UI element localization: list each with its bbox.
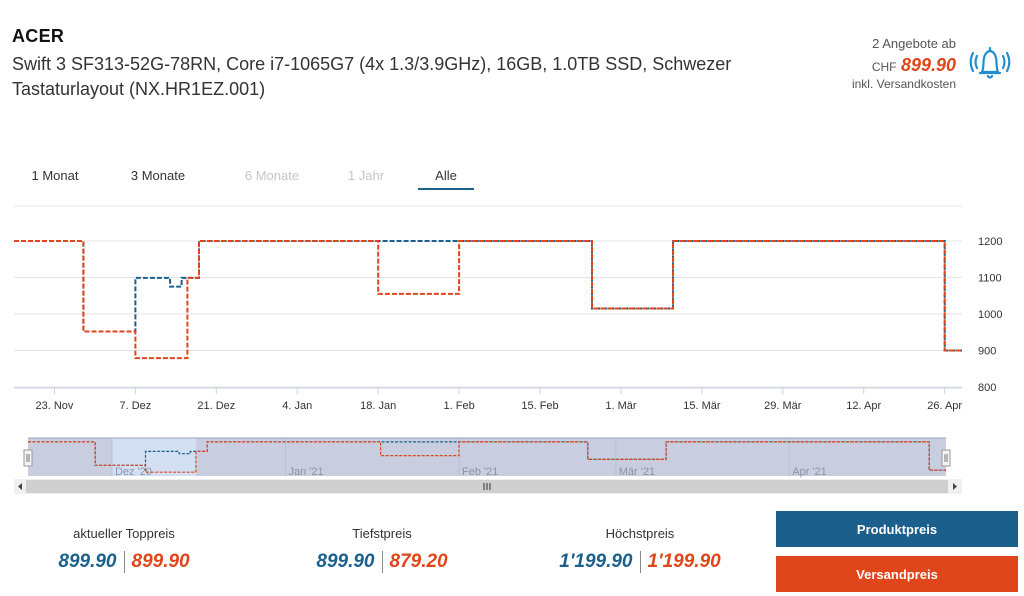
offer-price-line[interactable]: CHF 899.90 [852, 55, 956, 76]
stat-label: Höchstpreis [605, 526, 675, 541]
price-history-chart[interactable]: 800 900 1000 1100 1200 23. Nov 7. Dez 21. Dez 4.… [0, 200, 1024, 500]
navigator-handle-right[interactable] [941, 449, 951, 467]
handle-body [23, 449, 33, 467]
y-tick-label: 1000 [978, 309, 1002, 321]
stat-current-top-price: aktueller Toppreis 899.90 899.90 [4, 526, 244, 573]
stat-product-value: 899.90 [58, 551, 117, 573]
navigator-highlight [111, 438, 196, 476]
x-tick-label: 7. Dez [119, 400, 151, 412]
stat-divider [381, 551, 383, 573]
scroll-right-arrow-icon [953, 483, 957, 490]
product-title: Swift 3 SF313-52G-78RN, Core i7-1065G7 (… [12, 54, 732, 99]
tab-6-monate: 6 Monate [244, 168, 300, 183]
x-tick-label: 1. Feb [444, 400, 475, 412]
bell-alert-icon[interactable] [966, 40, 1014, 88]
stat-label: Tiefstpreis [352, 526, 412, 541]
navigator-tick-label: Apr '21 [792, 466, 827, 478]
stat-product-value: 899.90 [316, 551, 375, 573]
tab-1-jahr: 1 Jahr [347, 168, 385, 183]
stat-lowest-price: Tiefstpreis 899.90 879.20 [262, 526, 502, 573]
offer-currency: CHF [871, 60, 897, 74]
x-tick-label: 12. Apr [846, 400, 881, 412]
y-tick-label: 1100 [978, 273, 1002, 285]
navigator-tick-label: Jan '21 [288, 466, 323, 478]
x-tick-label: 18. Jan [360, 400, 396, 412]
series-line-versandpreis-navigator [28, 441, 946, 473]
x-tick-label: 1. Mär [605, 400, 637, 412]
tab-1-monat[interactable]: 1 Monat [31, 168, 79, 183]
time-range-tabs: 1 Monat 3 Monate 6 Monate 1 Jahr Alle [12, 162, 474, 190]
offer-summary: 2 Angebote ab CHF 899.90 inkl. Versandko… [852, 36, 956, 91]
stat-divider [639, 551, 641, 573]
y-tick-label: 1200 [978, 236, 1002, 248]
offer-count: 2 Angebote ab [872, 36, 956, 51]
series-line-versandpreis [14, 240, 962, 360]
offer-price[interactable]: 899.90 [900, 55, 956, 75]
y-tick-label: 800 [978, 382, 996, 394]
brand-name: ACER [12, 26, 65, 46]
stat-shipping-value: 879.20 [389, 551, 448, 573]
stat-product-value: 1'199.90 [559, 551, 633, 573]
navigator-handle-left[interactable] [23, 449, 33, 467]
navigator-scrollbar[interactable] [14, 479, 962, 494]
scroll-left-arrow-icon [18, 483, 22, 490]
y-tick-label: 900 [978, 346, 996, 358]
tab-alle[interactable]: Alle [418, 162, 474, 190]
x-tick-label: 15. Feb [521, 400, 558, 412]
stat-shipping-value: 1'199.90 [647, 551, 721, 573]
offer-shipping-note: inkl. Versandkosten [851, 77, 956, 91]
x-tick-label: 29. Mär [764, 400, 802, 412]
x-tick-label: 23. Nov [36, 400, 74, 412]
stat-shipping-value: 899.90 [131, 551, 190, 573]
x-tick-label: 26. Apr [927, 400, 962, 412]
legend-product-price-button[interactable]: Produktpreis [776, 511, 1018, 547]
series-line-produktpreis [14, 240, 962, 352]
navigator-tick-label: Mär '21 [619, 466, 655, 478]
legend-shipping-price-button[interactable]: Versandpreis [776, 556, 1018, 592]
x-tick-label: 15. Mär [683, 400, 721, 412]
navigator-tick-label: Dez '20 [115, 466, 152, 478]
x-tick-label: 4. Jan [282, 400, 312, 412]
navigator-tick-label: Feb '21 [462, 466, 498, 478]
stat-label: aktueller Toppreis [73, 526, 175, 541]
stat-highest-price: Höchstpreis 1'199.90 1'199.90 [520, 526, 760, 573]
handle-body [941, 449, 951, 467]
tab-3-monate[interactable]: 3 Monate [130, 168, 186, 183]
x-tick-label: 21. Dez [197, 400, 235, 412]
stat-divider [123, 551, 125, 573]
